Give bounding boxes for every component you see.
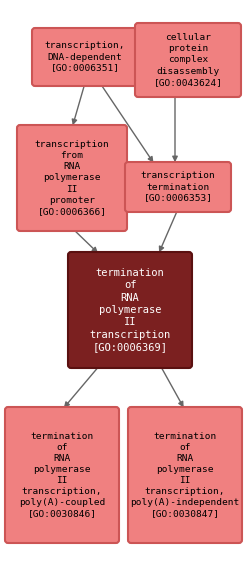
Text: termination
of
RNA
polymerase
II
transcription,
poly(A)-independent
[GO:0030847]: termination of RNA polymerase II transcr… bbox=[130, 432, 240, 518]
FancyBboxPatch shape bbox=[135, 23, 241, 97]
FancyBboxPatch shape bbox=[5, 407, 119, 543]
Text: transcription,
DNA-dependent
[GO:0006351]: transcription, DNA-dependent [GO:0006351… bbox=[45, 42, 125, 73]
FancyBboxPatch shape bbox=[68, 252, 192, 368]
Text: cellular
protein
complex
disassembly
[GO:0043624]: cellular protein complex disassembly [GO… bbox=[153, 33, 223, 87]
Text: termination
of
RNA
polymerase
II
transcription,
poly(A)-coupled
[GO:0030846]: termination of RNA polymerase II transcr… bbox=[19, 432, 105, 518]
Text: transcription
termination
[GO:0006353]: transcription termination [GO:0006353] bbox=[141, 171, 215, 203]
Text: transcription
from
RNA
polymerase
II
promoter
[GO:0006366]: transcription from RNA polymerase II pro… bbox=[35, 140, 109, 216]
FancyBboxPatch shape bbox=[128, 407, 242, 543]
Text: termination
of
RNA
polymerase
II
transcription
[GO:0006369]: termination of RNA polymerase II transcr… bbox=[89, 268, 171, 352]
FancyBboxPatch shape bbox=[32, 28, 138, 86]
FancyBboxPatch shape bbox=[125, 162, 231, 212]
FancyBboxPatch shape bbox=[17, 125, 127, 231]
